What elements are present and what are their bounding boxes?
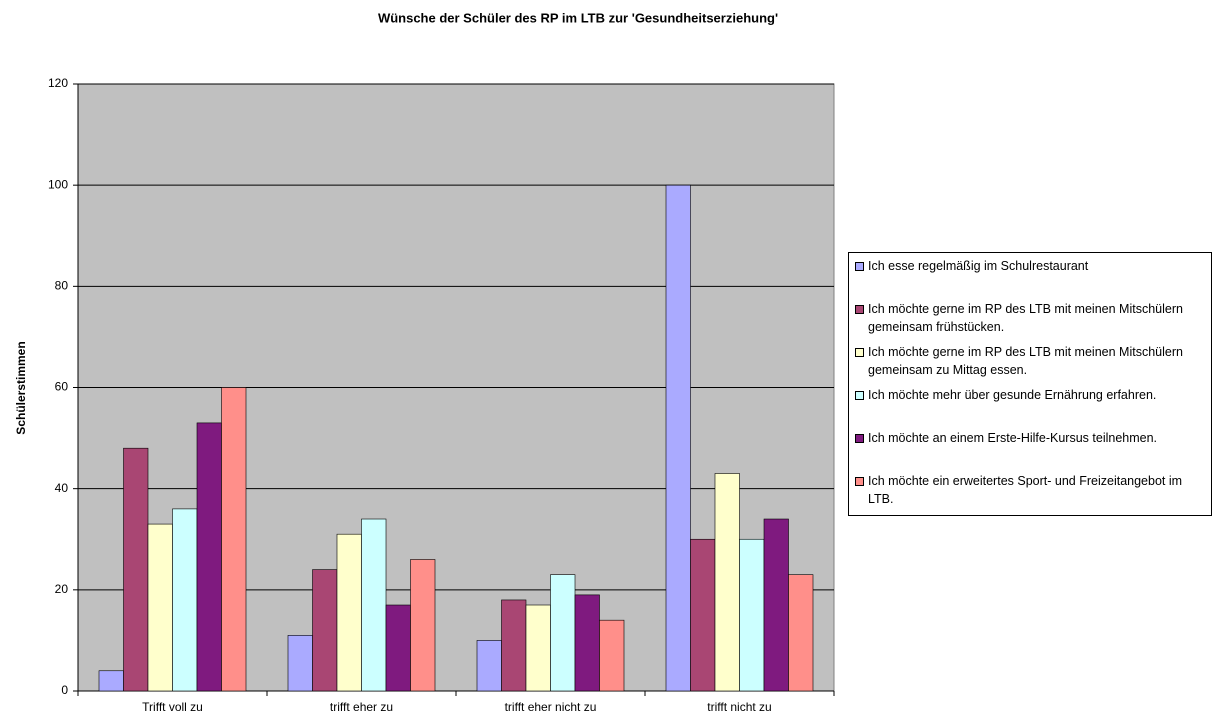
legend-swatch bbox=[855, 391, 864, 400]
legend-label: Ich möchte mehr über gesunde Ernährung e… bbox=[868, 388, 1157, 402]
bar bbox=[336, 533, 362, 692]
bar bbox=[525, 604, 551, 692]
bar bbox=[172, 508, 198, 692]
legend-swatch bbox=[855, 434, 864, 443]
legend-entry: Ich möchte gerne im RP des LTB mit meine… bbox=[855, 300, 1207, 343]
legend-label: Ich esse regelmäßig im Schulrestaurant bbox=[868, 259, 1089, 273]
bar bbox=[410, 559, 436, 692]
legend-label: Ich möchte gerne im RP des LTB mit meine… bbox=[868, 345, 1183, 377]
legend-swatch bbox=[855, 477, 864, 486]
bar bbox=[550, 574, 576, 692]
bar bbox=[196, 422, 222, 692]
legend-label: Ich möchte ein erweitertes Sport- und Fr… bbox=[868, 474, 1183, 506]
legend-label: Ich möchte gerne im RP des LTB mit meine… bbox=[868, 302, 1183, 334]
y-tick-label: 120 bbox=[48, 76, 68, 90]
x-tick-label: Trifft voll zu bbox=[142, 700, 203, 714]
bar bbox=[287, 635, 313, 692]
x-tick-label: trifft eher zu bbox=[330, 700, 393, 714]
bar bbox=[123, 447, 149, 692]
bar bbox=[385, 604, 411, 692]
bar bbox=[788, 574, 814, 692]
bar bbox=[739, 538, 765, 692]
legend-entry: Ich möchte gerne im RP des LTB mit meine… bbox=[855, 343, 1207, 386]
bar bbox=[361, 518, 387, 692]
bar bbox=[476, 640, 502, 692]
chart-title: Wünsche der Schüler des RP im LTB zur 'G… bbox=[378, 10, 778, 25]
bar bbox=[665, 184, 691, 692]
y-tick-label: 100 bbox=[48, 177, 68, 191]
legend-entry: Ich esse regelmäßig im Schulrestaurant bbox=[855, 257, 1207, 300]
legend-swatch bbox=[855, 305, 864, 314]
bar bbox=[574, 594, 600, 692]
bar bbox=[147, 523, 173, 692]
bar bbox=[312, 569, 338, 692]
bar bbox=[501, 599, 527, 692]
x-tick-label: trifft eher nicht zu bbox=[505, 700, 597, 714]
y-tick-label: 40 bbox=[55, 481, 69, 495]
legend-entry: Ich möchte ein erweitertes Sport- und Fr… bbox=[855, 472, 1207, 515]
y-tick-label: 20 bbox=[55, 582, 69, 596]
bar bbox=[690, 538, 716, 692]
y-tick-label: 60 bbox=[55, 380, 69, 394]
y-axis-label: Schülerstimmen bbox=[14, 341, 28, 434]
bar bbox=[763, 518, 789, 692]
bar bbox=[98, 670, 124, 692]
bar bbox=[714, 473, 740, 692]
legend-swatch bbox=[855, 262, 864, 271]
y-tick-label: 0 bbox=[61, 683, 68, 697]
legend-entry: Ich möchte an einem Erste-Hilfe-Kursus t… bbox=[855, 429, 1207, 472]
legend-label: Ich möchte an einem Erste-Hilfe-Kursus t… bbox=[868, 431, 1158, 445]
x-tick-label: trifft nicht zu bbox=[707, 700, 771, 714]
bar bbox=[599, 619, 625, 692]
legend-swatch bbox=[855, 348, 864, 357]
legend: Ich esse regelmäßig im Schulrestaurant Ic… bbox=[848, 252, 1212, 516]
y-tick-label: 80 bbox=[55, 279, 69, 293]
legend-entry: Ich möchte mehr über gesunde Ernährung e… bbox=[855, 386, 1207, 429]
bar bbox=[221, 387, 247, 692]
